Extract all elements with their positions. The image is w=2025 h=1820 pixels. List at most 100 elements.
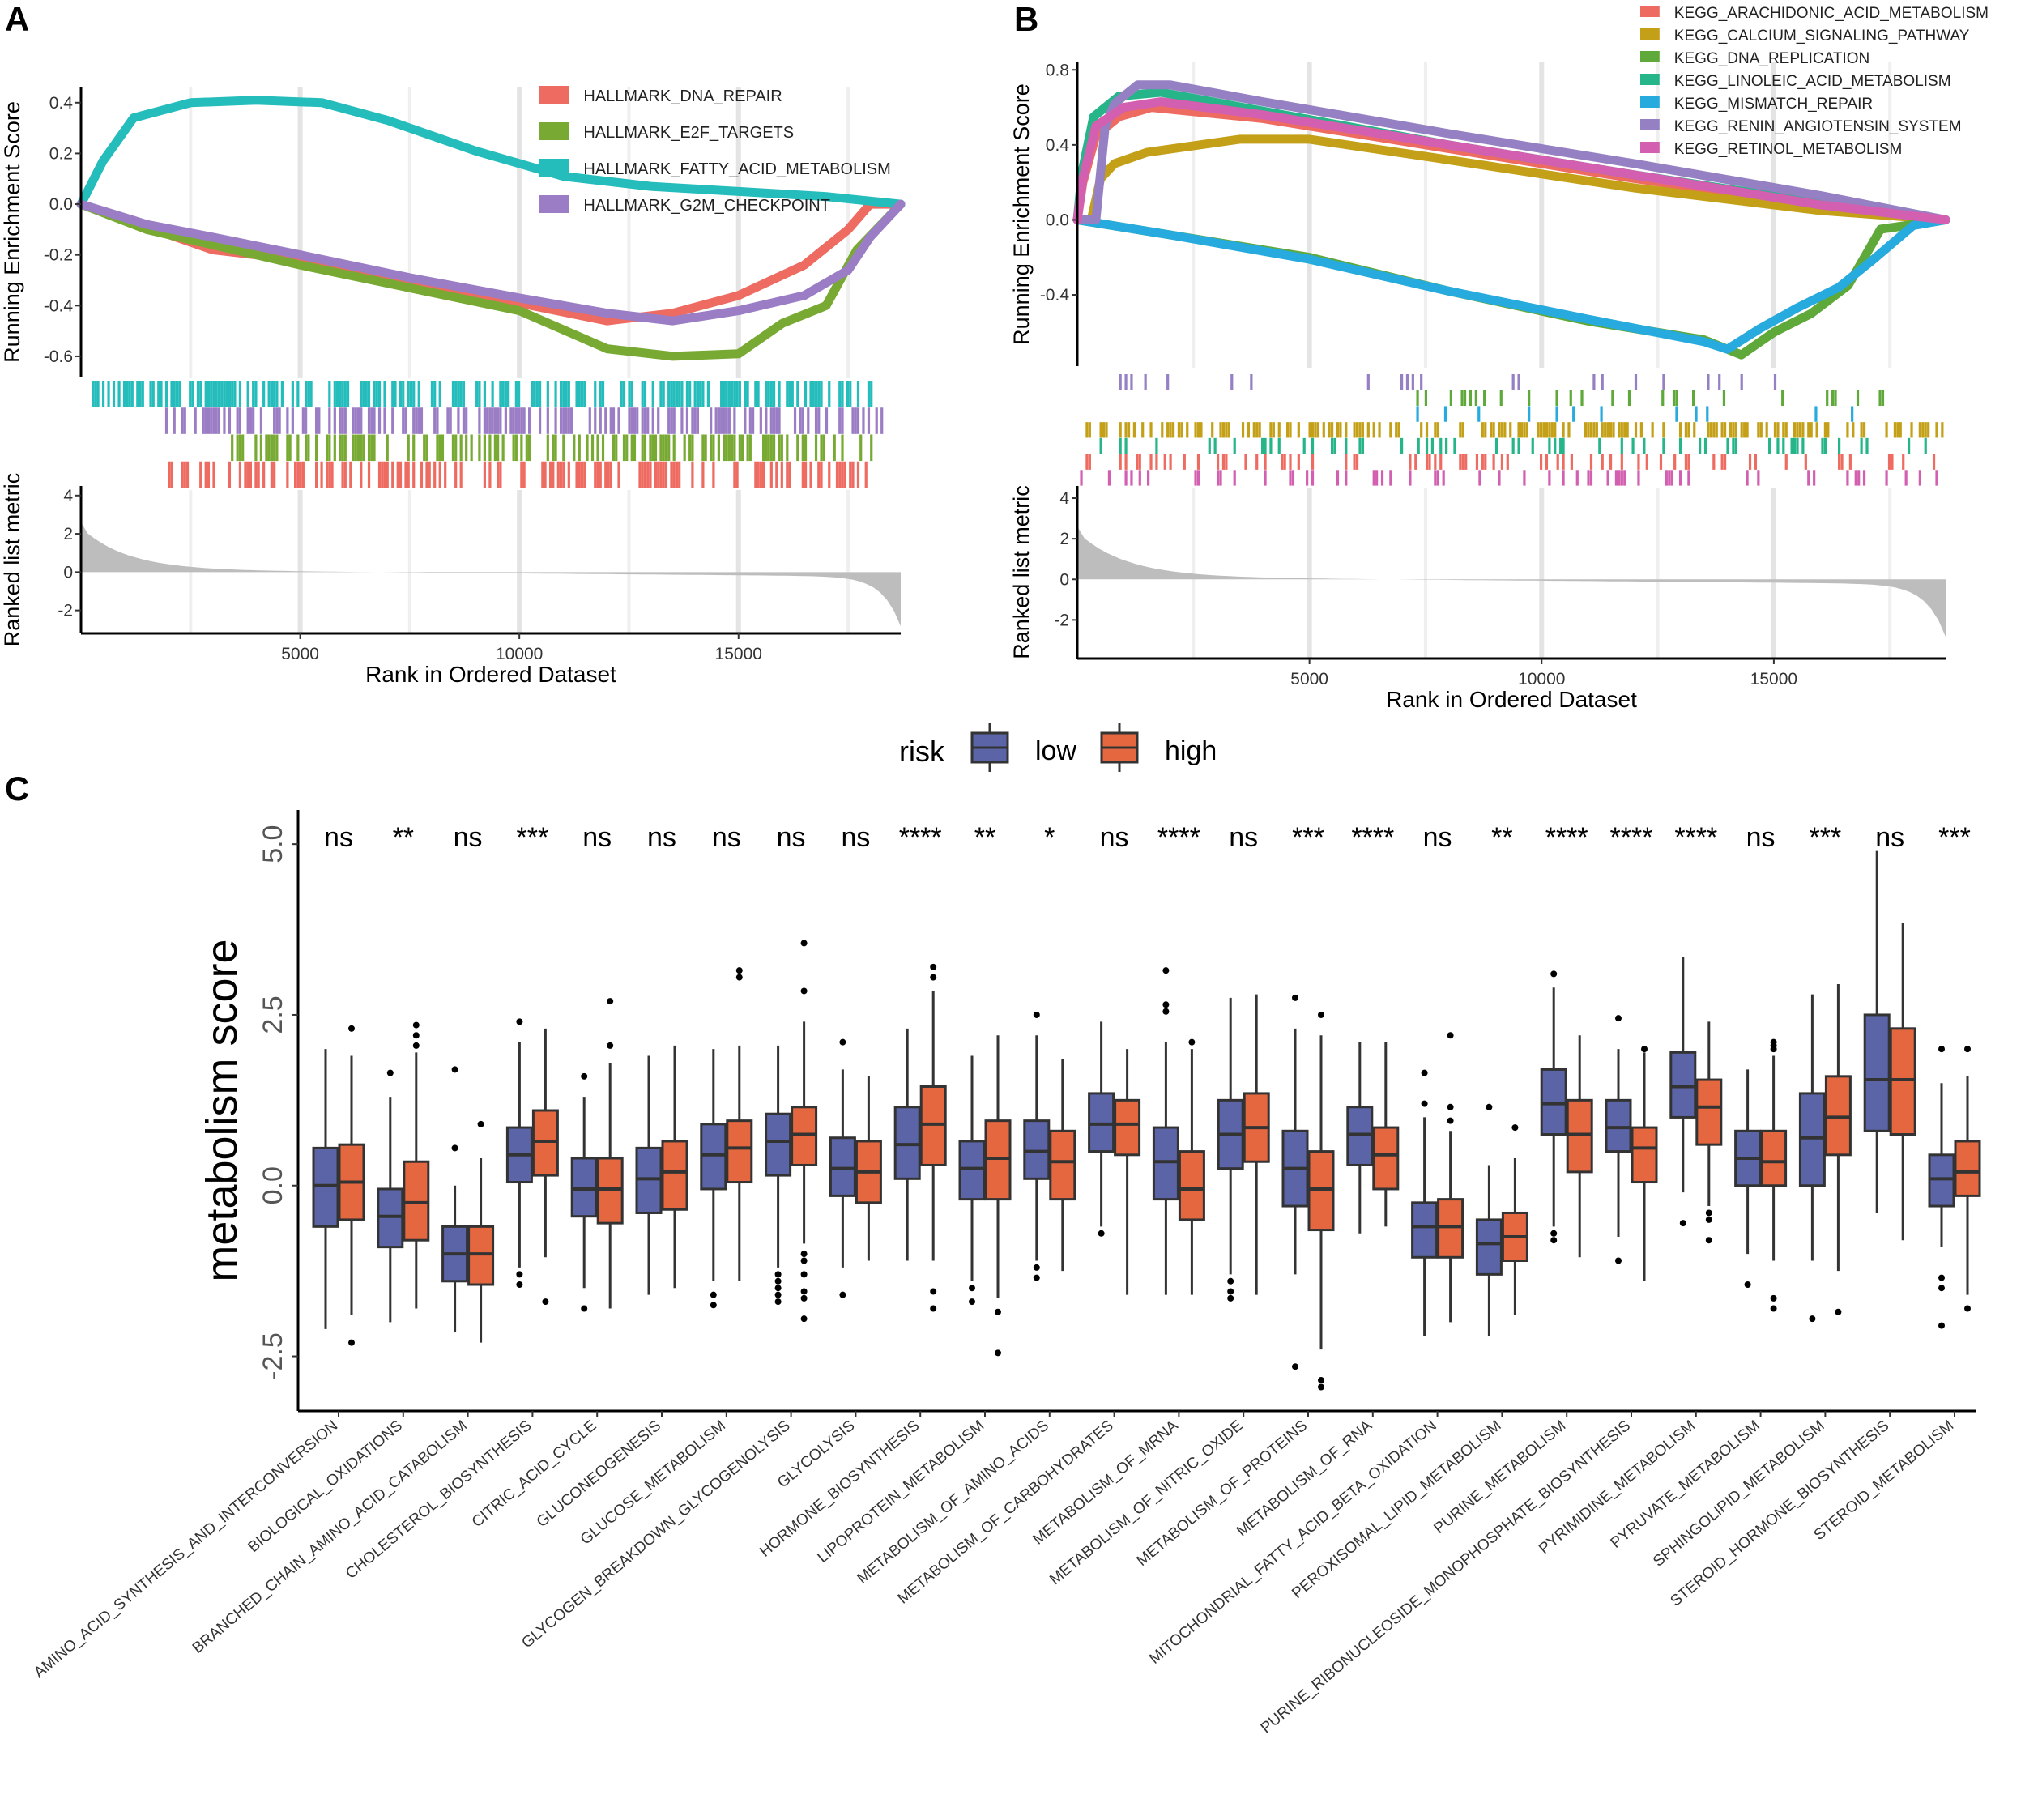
rug-tick: [215, 381, 218, 407]
outlier-point: [930, 1305, 937, 1312]
rug-tick: [786, 434, 789, 462]
rug-tick: [252, 407, 255, 434]
rug-tick: [1556, 454, 1559, 470]
rug-tick: [362, 381, 365, 407]
legend-label-kegg-mismatch-repair: KEGG_MISMATCH_REPAIR: [1674, 96, 1873, 113]
rug-tick: [1528, 406, 1531, 422]
rug-tick: [1345, 437, 1348, 454]
outlier-point: [1615, 1015, 1622, 1022]
rug-tick: [1250, 374, 1253, 390]
rug-tick: [622, 381, 626, 407]
rug-row-4: [1099, 437, 1927, 454]
box-body: [1346, 1106, 1374, 1166]
significance-label: ****: [1610, 822, 1653, 853]
rug-tick: [212, 407, 215, 434]
rug-tick: [373, 381, 376, 407]
es-tick-label: 0.8: [1046, 61, 1069, 79]
rug-tick: [801, 434, 804, 462]
rug-tick: [841, 407, 844, 434]
rug-tick: [1634, 422, 1638, 438]
rug-tick: [1801, 422, 1805, 438]
rug-tick: [741, 434, 744, 462]
rug-tick: [441, 434, 445, 462]
rug-tick: [875, 407, 878, 434]
es-line-hallmark-e2f-targets: [76, 199, 906, 361]
significance-label: ****: [1674, 822, 1717, 853]
rug-tick: [1784, 454, 1788, 470]
rug-tick: [1554, 437, 1557, 454]
rug-tick: [683, 434, 686, 462]
rug-tick: [343, 381, 347, 407]
rug-tick: [1722, 390, 1726, 407]
rug-tick: [599, 461, 602, 488]
rug-tick: [820, 381, 823, 407]
box-low-glycolysis: [829, 1038, 856, 1298]
rug-tick: [786, 381, 789, 407]
rug-row-1: [1416, 390, 1885, 407]
rug-tick: [723, 407, 726, 434]
rug-tick: [659, 434, 663, 462]
rug-tick: [328, 381, 331, 407]
box-high-metabolism-of-proteins: [1307, 1011, 1335, 1391]
rug-tick: [559, 407, 563, 434]
rug-tick: [812, 381, 815, 407]
rug-tick: [246, 461, 249, 488]
rug-tick: [478, 434, 481, 462]
rug-tick: [194, 407, 197, 434]
rug-tick: [538, 407, 542, 434]
rug-tick: [1138, 470, 1141, 486]
rug-tick: [1180, 422, 1183, 438]
outlier-point: [607, 1042, 614, 1049]
rug-tick: [1793, 422, 1797, 438]
legend-swatch-hallmark-fatty-acid-metabolism: [539, 159, 569, 177]
rug-tick: [765, 381, 768, 407]
outlier-point: [1162, 1001, 1170, 1008]
legend-label-hallmark-g2m-checkpoint: HALLMARK_G2M_CHECKPOINT: [583, 197, 830, 215]
rug-tick: [599, 381, 602, 407]
rug-tick: [1531, 437, 1534, 454]
rug-tick: [1852, 422, 1855, 438]
rug-tick: [778, 381, 781, 407]
rug-tick: [780, 461, 783, 488]
rug-tick: [1264, 470, 1267, 486]
rug-tick: [399, 461, 403, 488]
rug-tick: [399, 381, 403, 407]
significance-label: ns: [324, 822, 353, 853]
rug-tick: [1194, 470, 1197, 486]
rug-tick: [717, 407, 720, 434]
rug-tick: [659, 381, 663, 407]
rug-tick: [544, 461, 547, 488]
metric-y-axis-title: Ranked list metric: [1009, 485, 1034, 659]
rug-tick: [583, 381, 586, 407]
rug-tick: [1420, 422, 1423, 438]
rug-tick: [731, 434, 734, 462]
rug-tick: [328, 434, 331, 462]
rug-tick: [204, 407, 207, 434]
rug-tick: [1428, 454, 1431, 470]
rug-tick: [1459, 422, 1462, 438]
outlier-point: [710, 1302, 717, 1309]
legend-swatch-kegg-renin-angiotensin-system: [1640, 119, 1660, 130]
rug-tick: [720, 407, 723, 434]
rug-tick: [828, 461, 831, 488]
rug-tick: [360, 381, 363, 407]
rug-tick: [1623, 422, 1626, 438]
rug-tick: [465, 434, 468, 462]
rug-tick: [1857, 470, 1861, 486]
box-high-sphingolipid-metabolism: [1824, 984, 1852, 1315]
rug-tick: [1130, 470, 1133, 486]
rug-tick: [352, 407, 355, 434]
rug-tick: [1345, 422, 1348, 438]
rug-tick: [538, 381, 542, 407]
es-tick-label: 0.4: [1046, 136, 1070, 155]
rug-tick: [1459, 454, 1462, 470]
rug-tick: [238, 381, 242, 407]
box-body: [1178, 1150, 1205, 1221]
rug-tick: [1662, 437, 1665, 454]
rug-tick: [352, 434, 355, 462]
rug-tick: [1562, 454, 1565, 470]
rug-tick: [1439, 454, 1443, 470]
outlier-point: [774, 1285, 782, 1292]
rug-tick: [446, 407, 450, 434]
rug-tick: [1645, 454, 1648, 470]
